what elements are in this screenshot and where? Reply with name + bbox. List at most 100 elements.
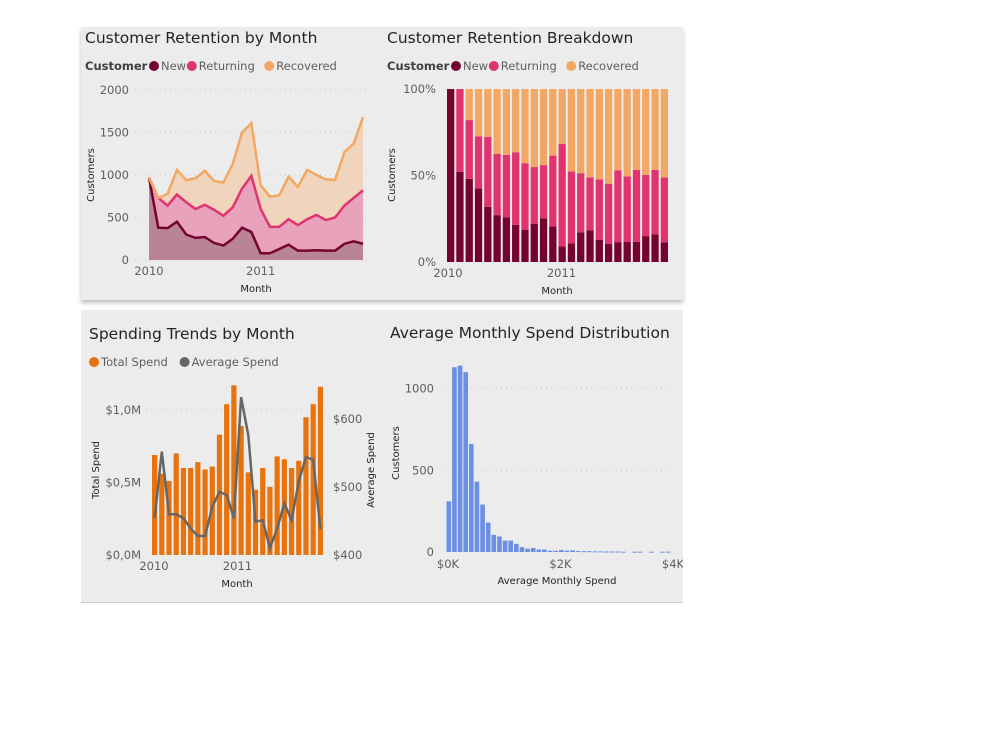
- legend-marker: [186, 61, 197, 71]
- legend-marker: [89, 357, 99, 367]
- bar-recovered: [512, 89, 520, 153]
- histogram-bar: [525, 548, 530, 552]
- bar-returning: [586, 177, 594, 231]
- histogram-bar: [649, 551, 654, 553]
- x-axis-title: Month: [221, 579, 252, 590]
- bar-returning: [632, 169, 641, 242]
- y-axis-title: Customers: [391, 426, 402, 480]
- bar-total-spend: [317, 386, 323, 555]
- bar-recovered: [539, 89, 548, 166]
- spending-trends-chart: Spending Trends by Month Total Spend Aver…: [89, 325, 377, 590]
- y-tick-label: 0: [122, 253, 129, 267]
- bar-recovered: [530, 89, 538, 168]
- x-tick-label: 2010: [139, 559, 168, 573]
- x-tick-label: 2010: [433, 266, 462, 280]
- area-new: [149, 177, 363, 260]
- histogram-bar: [502, 540, 508, 552]
- chart-title: Spending Trends by Month: [89, 325, 295, 343]
- bar-total-spend: [267, 486, 273, 555]
- histogram-bar: [564, 550, 570, 552]
- bar-new: [660, 242, 668, 262]
- bar-returning: [521, 163, 529, 230]
- histogram-bar: [457, 365, 463, 552]
- retention-breakdown-chart: Customer Retention Breakdown Customer New…: [387, 29, 668, 297]
- legend-marker: [179, 357, 190, 367]
- bar-new: [474, 188, 483, 262]
- bar-total-spend: [260, 468, 266, 555]
- bar-recovered: [632, 89, 641, 170]
- histogram-bar: [581, 551, 587, 553]
- bar-returning: [539, 165, 548, 219]
- bar-total-spend: [195, 462, 201, 555]
- bar-recovered: [474, 89, 483, 137]
- histogram-bar: [632, 551, 637, 553]
- bar-returning: [595, 179, 603, 240]
- histogram-bar: [514, 543, 519, 552]
- y-tick-label: 500: [412, 463, 434, 477]
- histogram-bar: [575, 551, 581, 553]
- bar-new: [651, 234, 659, 262]
- series-line-returning: [147, 173, 364, 229]
- x-tick-label: 2011: [547, 266, 576, 280]
- y2-tick-label: $400: [333, 548, 362, 562]
- bar-total-spend: [173, 453, 179, 555]
- bar-total-spend: [159, 473, 165, 555]
- bar-recovered: [484, 89, 492, 137]
- y2-axis-title: Average Spend: [366, 432, 377, 508]
- bar-returning: [493, 153, 501, 216]
- bar-total-spend: [231, 385, 237, 555]
- bar-new: [456, 171, 464, 262]
- bar-total-spend: [166, 481, 172, 555]
- bar-returning: [651, 169, 659, 235]
- y-tick-label: 50%: [410, 169, 436, 183]
- legend-label: Recovered: [276, 59, 337, 73]
- bar-new: [632, 241, 641, 262]
- histogram-bar: [536, 549, 542, 552]
- series-line-new: [147, 177, 364, 255]
- legend-marker: [264, 61, 275, 71]
- bar-new: [642, 236, 650, 262]
- bar-new: [595, 239, 603, 262]
- x-tick-label: $4K: [662, 557, 683, 571]
- bar-returning: [465, 120, 473, 179]
- legend-label: Recovered: [578, 59, 639, 73]
- bar-returning: [660, 177, 668, 243]
- y-tick-label: 2000: [100, 83, 129, 97]
- bar-total-spend: [238, 425, 244, 555]
- bar-recovered: [651, 89, 659, 170]
- y-tick-label: $1,0M: [105, 403, 141, 417]
- bar-new: [567, 243, 576, 262]
- bar-new: [614, 242, 622, 262]
- bar-returning: [512, 152, 520, 225]
- y-axis-title: Total Spend: [91, 441, 102, 500]
- bar-new: [493, 215, 501, 262]
- histogram-bar: [519, 547, 525, 552]
- bar-recovered: [521, 89, 529, 164]
- histogram-bar: [485, 522, 491, 552]
- bar-total-spend: [288, 468, 295, 555]
- bar-total-spend: [152, 454, 158, 555]
- y-axis-title: Customers: [387, 148, 398, 202]
- bar-new: [502, 217, 511, 262]
- histogram-bar: [452, 367, 457, 552]
- histogram-bar: [592, 551, 598, 553]
- histogram-bar: [665, 551, 671, 553]
- y2-tick-label: $600: [333, 412, 362, 426]
- y-tick-label: $0,0M: [105, 548, 141, 562]
- y-tick-label: 0%: [418, 255, 436, 269]
- histogram-bar: [637, 551, 643, 553]
- bar-recovered: [623, 89, 631, 177]
- bar-returning: [604, 183, 613, 245]
- legend-label: New: [161, 59, 186, 73]
- retention-by-month-chart: Customer Retention by Month Customer New R…: [85, 29, 369, 295]
- series-line-average-spend: [153, 397, 322, 553]
- bar-total-spend: [180, 468, 187, 555]
- chart-title: Customer Retention Breakdown: [387, 29, 633, 47]
- retention-panel: Customer Retention by Month Customer New R…: [81, 27, 683, 300]
- histogram-bar: [587, 551, 592, 553]
- chart-title: Average Monthly Spend Distribution: [390, 324, 670, 342]
- histogram-bar: [598, 551, 603, 553]
- bar-returning: [484, 136, 492, 207]
- bar-recovered: [604, 89, 613, 184]
- histogram-bar: [491, 534, 497, 552]
